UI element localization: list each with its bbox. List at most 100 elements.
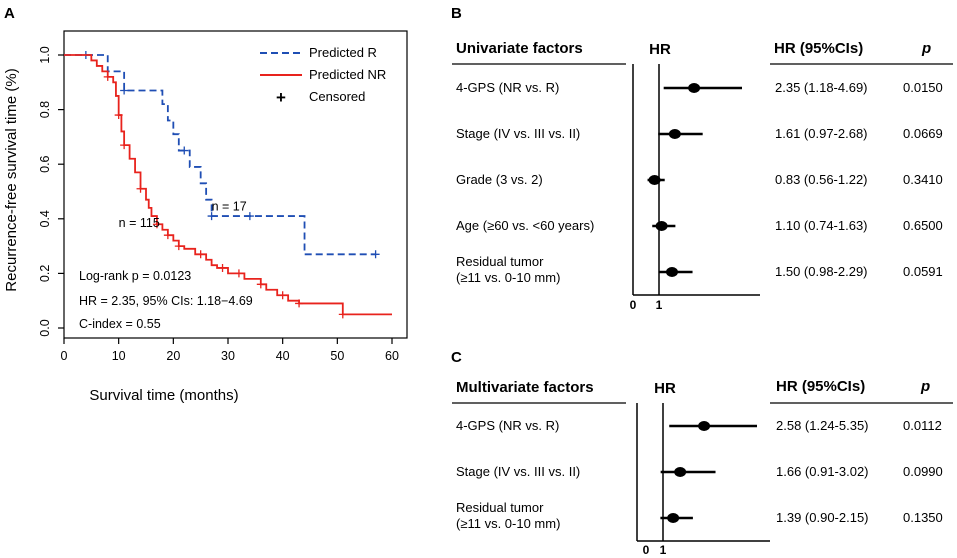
- km-censored-mark: [234, 269, 243, 278]
- forest-p-value: 0.1350: [903, 510, 943, 525]
- forest-row-label: Residual tumor: [456, 500, 544, 515]
- forest-point-estimate: [648, 175, 661, 185]
- multivariate-p-header: p: [920, 378, 930, 395]
- forest-p-value: 0.0591: [903, 264, 943, 279]
- km-annotation-hr: HR = 2.35, 95% CIs: 1.18−4.69: [79, 294, 253, 308]
- forest-ci-text: 2.58 (1.24-5.35): [776, 418, 869, 433]
- km-y-tick-label: 0.8: [38, 101, 52, 118]
- forest-row-sublabel: (≥11 vs. 0-10 mm): [456, 270, 560, 285]
- km-censored-mark: [120, 86, 129, 95]
- forest-ci-text: 1.50 (0.98-2.29): [775, 264, 868, 279]
- km-y-axis-title: Recurrence-free survival time (%): [3, 68, 20, 291]
- forest-ci-text: 0.83 (0.56-1.22): [775, 172, 868, 187]
- km-censored-mark: [174, 242, 183, 251]
- km-x-tick-label: 40: [276, 349, 290, 363]
- km-censored-mark: [295, 299, 304, 308]
- forest-p-value: 0.0112: [903, 418, 942, 433]
- forest-p-value: 0.0669: [903, 126, 943, 141]
- univariate-p-header: p: [921, 40, 931, 57]
- km-censored-mark: [103, 72, 112, 81]
- km-x-axis-title: Survival time (months): [89, 387, 238, 404]
- km-y-tick-label: 0.6: [38, 155, 52, 172]
- multivariate-tick-0: 0: [643, 543, 650, 557]
- km-x-tick-label: 20: [166, 349, 180, 363]
- km-censored-mark: [180, 146, 189, 155]
- km-annotation-cindex: C-index = 0.55: [79, 317, 161, 331]
- km-chart: 0.00.20.40.60.81.0 0 10 20 30 40 50 60 n = 17n…: [3, 30, 408, 404]
- panel-c-letter: C: [451, 349, 462, 366]
- km-censored-mark: [114, 111, 123, 120]
- km-n-label: n = 17: [212, 200, 247, 214]
- km-plot-frame: [63, 30, 408, 339]
- km-y-tick-label: 0.0: [38, 319, 52, 336]
- km-censored-mark: [163, 231, 172, 240]
- legend-label-predicted-r: Predicted R: [309, 45, 377, 60]
- km-x-tick-label: 0: [61, 349, 68, 363]
- forest-row-label: Age (≥60 vs. <60 years): [456, 218, 594, 233]
- univariate-ci-header: HR (95%CIs): [774, 40, 863, 57]
- forest-ci-text: 1.66 (0.91-3.02): [776, 464, 869, 479]
- forest-point-estimate: [655, 221, 668, 231]
- km-x-axis: 0 10 20 30 40 50 60: [61, 338, 399, 363]
- forest-row-label: Residual tumor: [456, 254, 544, 269]
- km-censored-mark: [120, 141, 129, 150]
- forest-ci-text: 1.10 (0.74-1.63): [775, 218, 868, 233]
- forest-p-value: 0.6500: [903, 218, 943, 233]
- legend-censored-icon: +: [276, 88, 286, 107]
- km-n-label: n = 115: [119, 216, 160, 230]
- km-censored-mark: [371, 250, 380, 259]
- km-legend: Predicted R Predicted NR + Censored: [260, 45, 386, 107]
- forest-row-sublabel: (≥11 vs. 0-10 mm): [456, 516, 560, 531]
- forest-row-label: 4-GPS (NR vs. R): [456, 80, 559, 95]
- univariate-title: Univariate factors: [456, 40, 583, 57]
- multivariate-title: Multivariate factors: [456, 379, 594, 396]
- forest-ci-text: 1.39 (0.90-2.15): [776, 510, 869, 525]
- forest-point-estimate: [674, 467, 687, 477]
- forest-ci-text: 2.35 (1.18-4.69): [775, 80, 868, 95]
- km-x-tick-label: 10: [112, 349, 126, 363]
- multivariate-ci-header: HR (95%CIs): [776, 378, 865, 395]
- km-y-tick-label: 0.2: [38, 265, 52, 282]
- km-censored-mark: [218, 263, 227, 272]
- forest-ci-text: 1.61 (0.97-2.68): [775, 126, 868, 141]
- km-series-group: n = 17 n = 115: [64, 51, 392, 319]
- forest-univariate: Univariate factors HR HR (95%CIs) p 0 1 …: [452, 40, 953, 312]
- km-x-tick-label: 50: [330, 349, 344, 363]
- univariate-tick-0: 0: [630, 298, 637, 312]
- km-censored-mark: [256, 280, 265, 289]
- forest-row-label: Grade (3 vs. 2): [456, 172, 543, 187]
- panel-b-letter: B: [451, 5, 462, 22]
- km-x-tick-label: 30: [221, 349, 235, 363]
- forest-row-label: 4-GPS (NR vs. R): [456, 418, 559, 433]
- forest-point-estimate: [688, 83, 701, 93]
- legend-label-censored: Censored: [309, 89, 365, 104]
- forest-row-label: Stage (IV vs. III vs. II): [456, 464, 580, 479]
- panel-a-letter: A: [4, 5, 15, 22]
- km-censored-mark: [136, 184, 145, 193]
- km-x-tick-label: 60: [385, 349, 399, 363]
- km-censored-mark: [207, 212, 216, 221]
- km-censored-mark: [245, 212, 254, 221]
- km-y-tick-label: 1.0: [38, 46, 52, 63]
- univariate-hr-header: HR: [649, 41, 671, 58]
- km-censored-mark: [196, 250, 205, 259]
- km-y-tick-label: 0.4: [38, 210, 52, 227]
- km-censored-mark: [278, 291, 287, 300]
- forest-p-value: 0.3410: [903, 172, 943, 187]
- forest-point-estimate: [698, 421, 711, 431]
- km-series-line-predicted-r: [64, 54, 376, 256]
- forest-point-estimate: [667, 513, 680, 523]
- legend-label-predicted-nr: Predicted NR: [309, 67, 386, 82]
- forest-row-label: Stage (IV vs. III vs. II): [456, 126, 580, 141]
- km-censored-mark: [152, 220, 161, 229]
- forest-multivariate: Multivariate factors HR HR (95%CIs) p 0 …: [452, 378, 953, 557]
- univariate-tick-1: 1: [656, 298, 663, 312]
- multivariate-tick-1: 1: [660, 543, 667, 557]
- forest-point-estimate: [666, 267, 678, 277]
- km-censored-mark: [338, 310, 347, 319]
- multivariate-hr-header: HR: [654, 380, 676, 397]
- km-annotation-logrank: Log-rank p = 0.0123: [79, 269, 191, 283]
- km-y-axis: 0.0 0.2 0.4 0.6 0.8 1.0: [38, 46, 64, 337]
- forest-p-value: 0.0990: [903, 464, 943, 479]
